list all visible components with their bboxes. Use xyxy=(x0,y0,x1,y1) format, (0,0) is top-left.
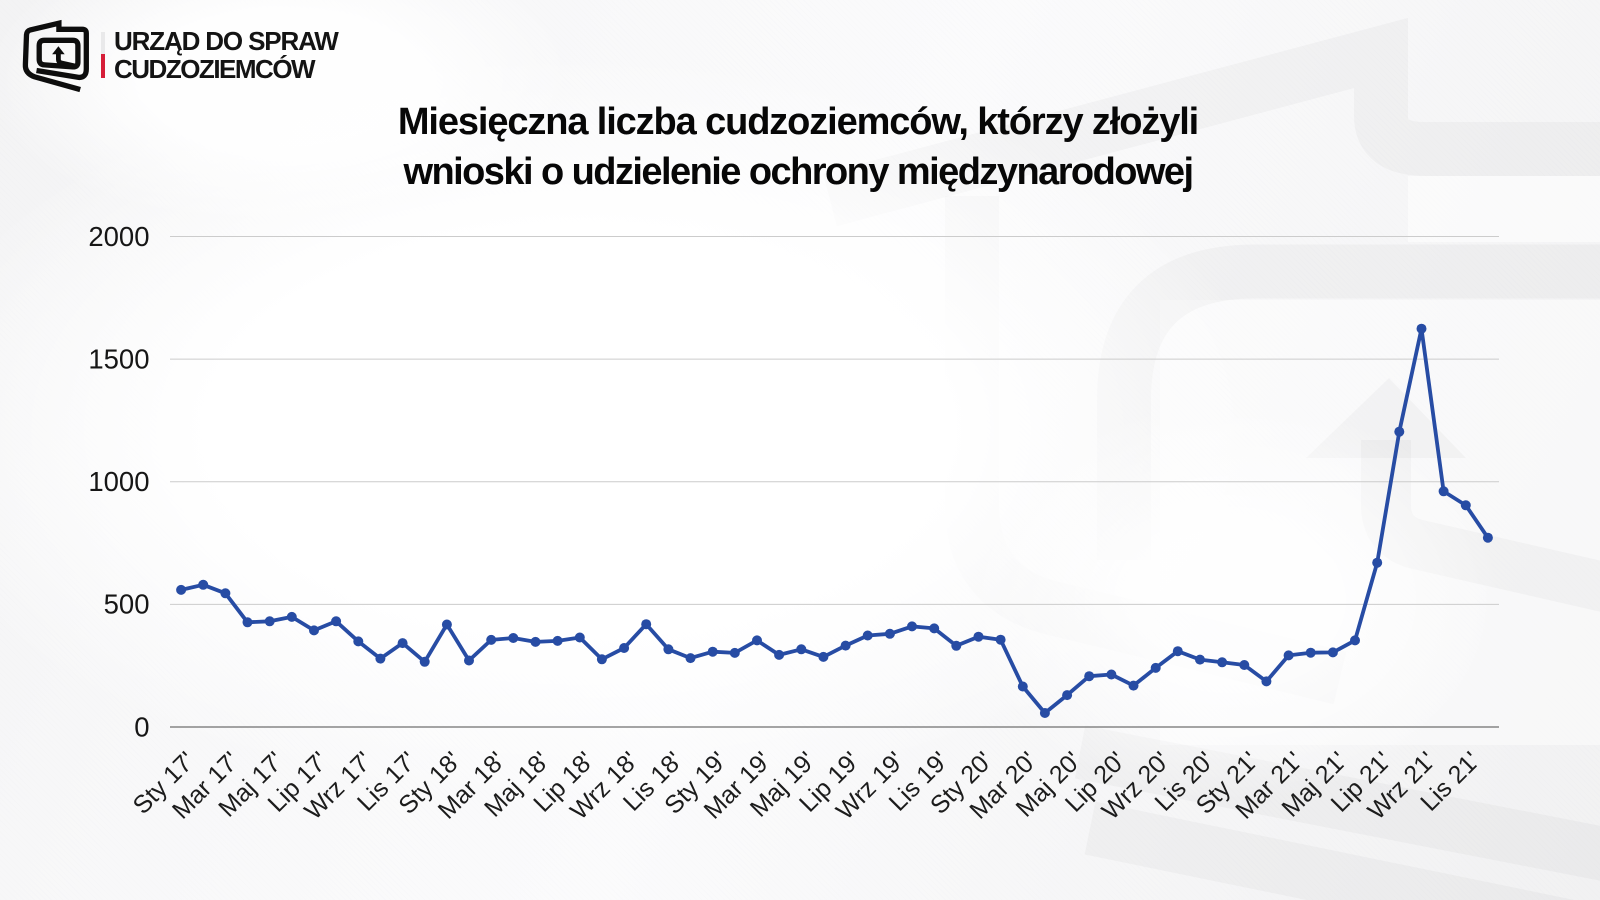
svg-text:1000: 1000 xyxy=(88,466,149,497)
svg-text:2000: 2000 xyxy=(88,221,149,252)
svg-text:0: 0 xyxy=(134,711,149,742)
svg-text:1500: 1500 xyxy=(88,343,149,374)
svg-text:500: 500 xyxy=(104,589,150,620)
